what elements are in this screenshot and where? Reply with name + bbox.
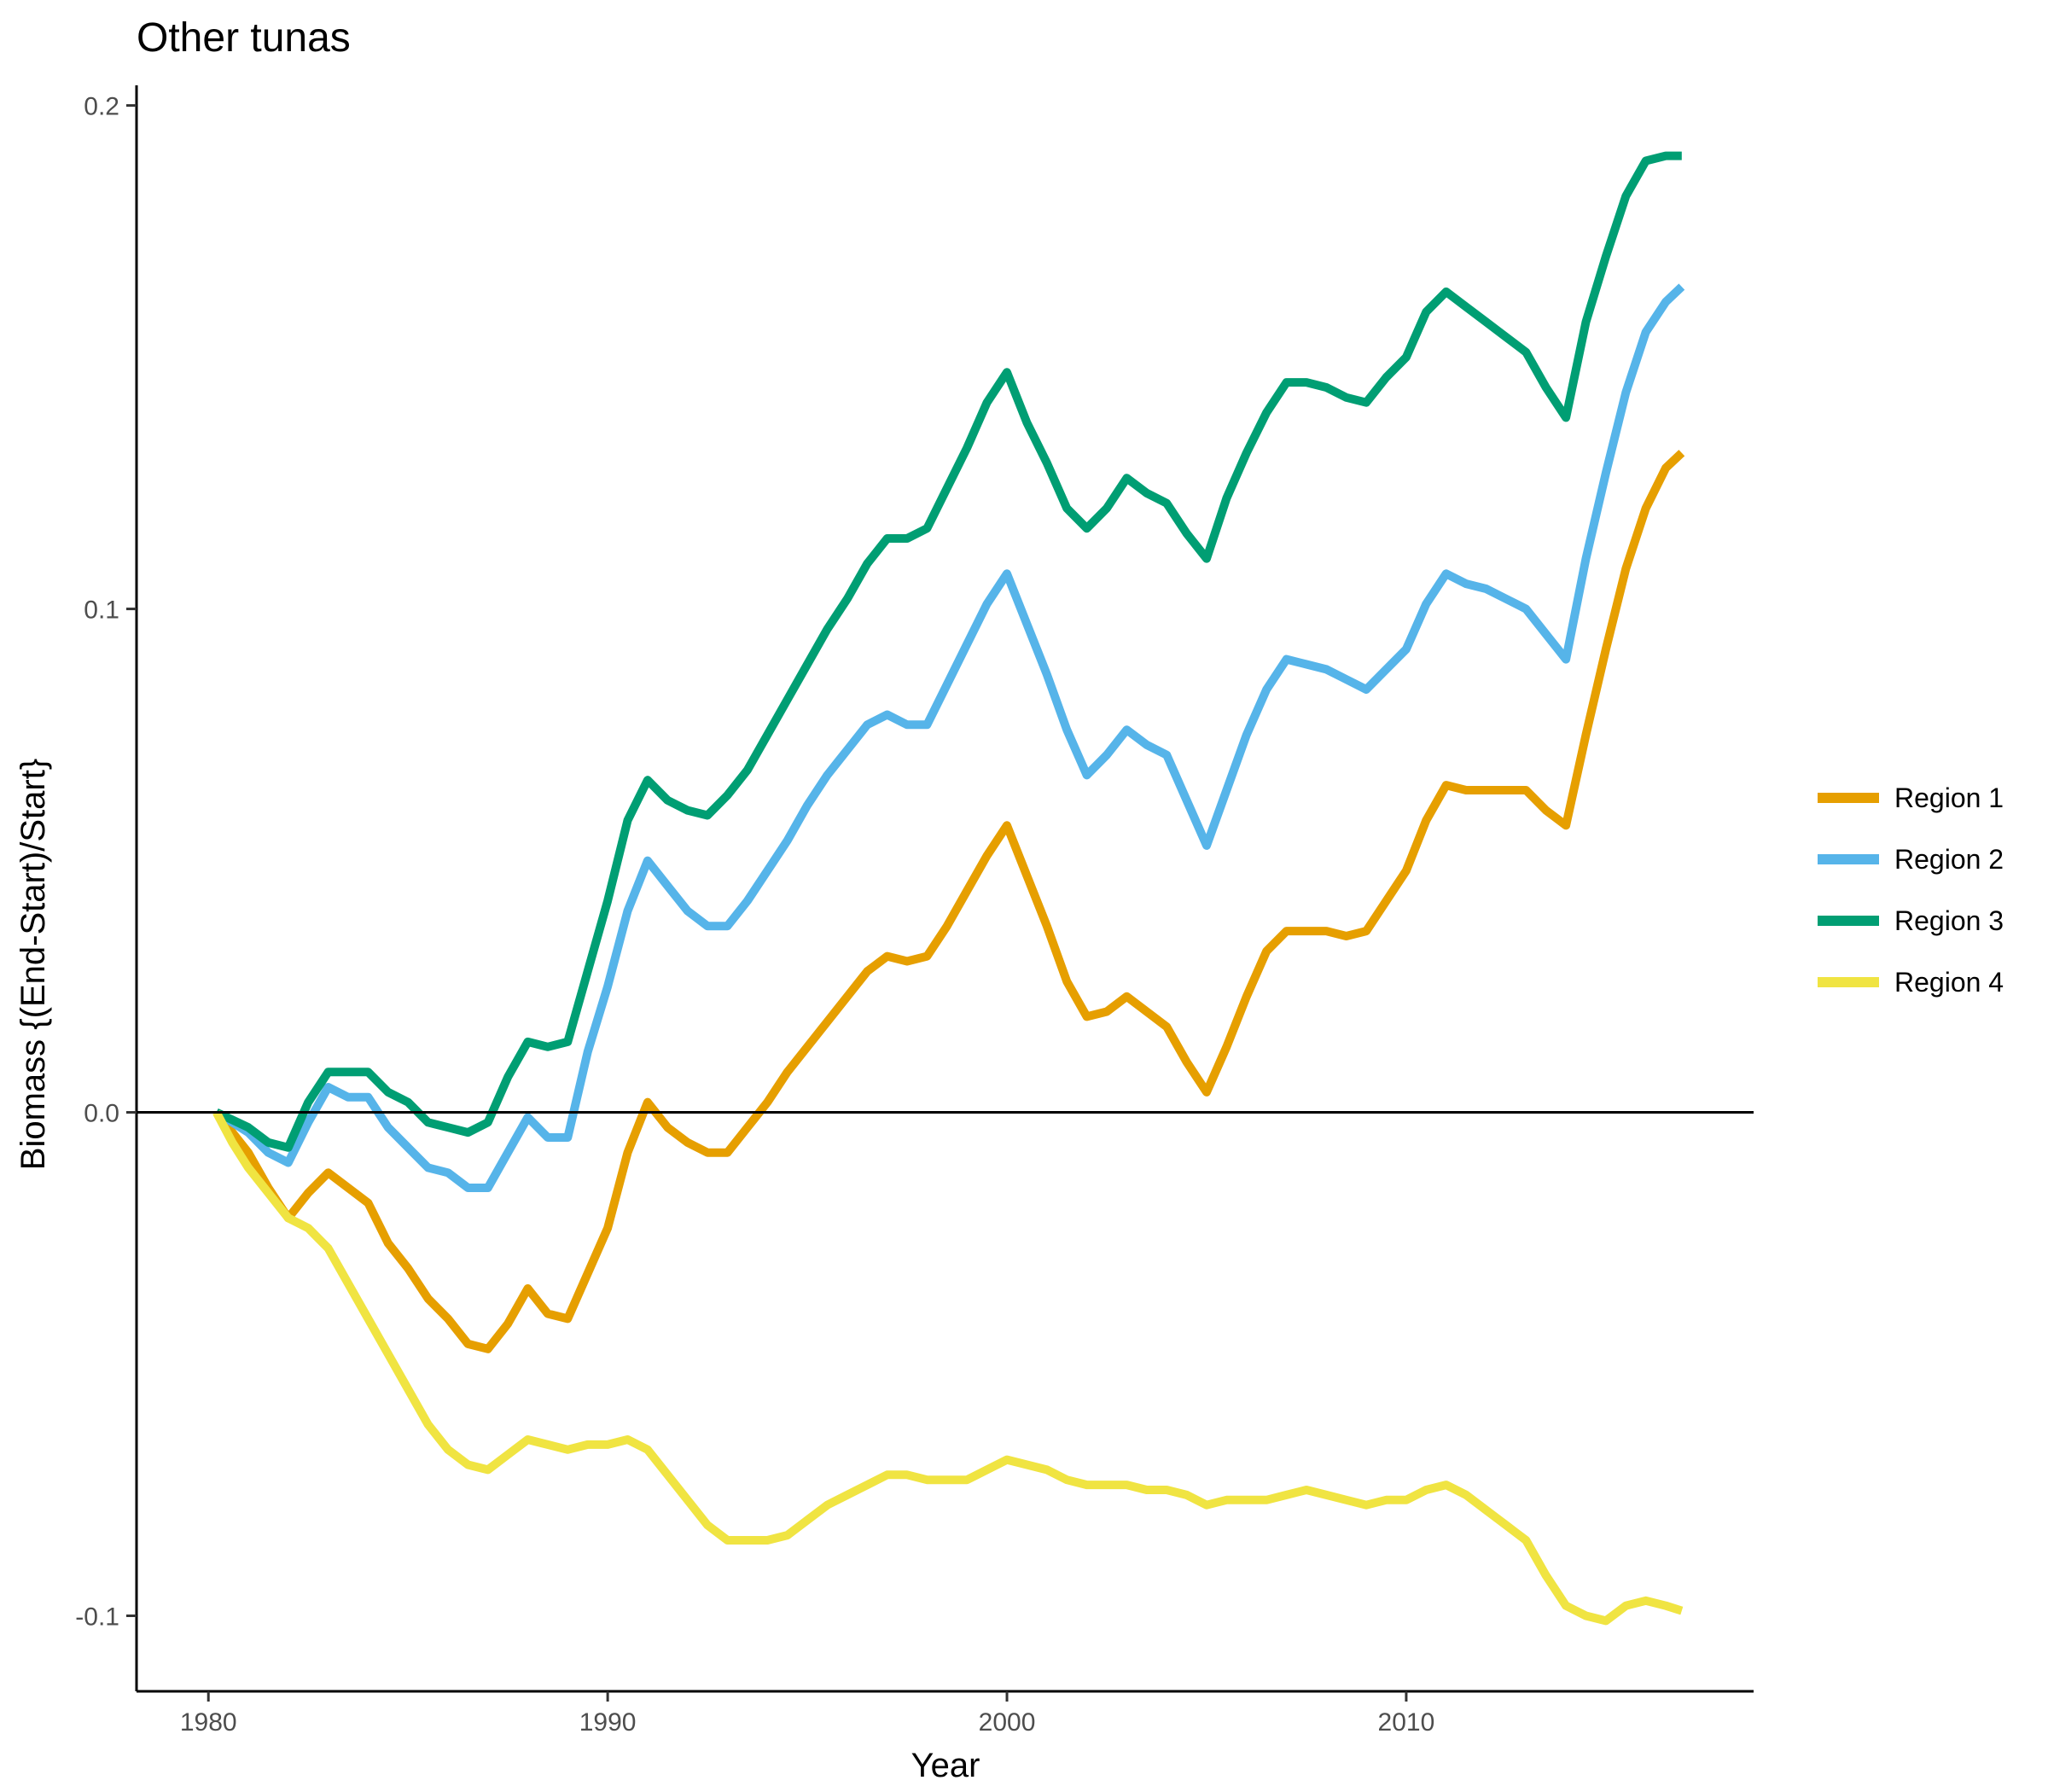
x-tick-label: 1990 <box>579 1708 637 1737</box>
x-axis-ticks: 1980 1990 2000 2010 <box>180 1691 1434 1737</box>
x-tick-label: 2010 <box>1378 1708 1435 1737</box>
x-tick-label: 2000 <box>979 1708 1036 1737</box>
y-axis-title: Biomass {(End-Start)/Start} <box>15 759 52 1170</box>
y-tick-label: 0.0 <box>84 1100 119 1128</box>
y-tick-label: 0.1 <box>84 596 119 625</box>
chart-title: Other tunas <box>137 15 351 61</box>
legend: Region 1 Region 2 Region 3 Region 4 <box>1818 783 2004 998</box>
legend-label-region-2: Region 2 <box>1894 844 2004 875</box>
x-tick-label: 1980 <box>180 1708 237 1737</box>
x-axis-title: Year <box>911 1747 980 1784</box>
series-line-region-1 <box>212 450 1685 1353</box>
series-layer <box>212 151 1685 1626</box>
legend-label-region-4: Region 4 <box>1894 967 2004 998</box>
plot-area: 1980 1990 2000 2010 -0.1 0.0 0.1 0.2 <box>75 85 1754 1737</box>
legend-label-region-3: Region 3 <box>1894 905 2004 936</box>
legend-label-region-1: Region 1 <box>1894 783 2004 813</box>
y-tick-label: -0.1 <box>75 1603 119 1632</box>
series-line-region-2 <box>213 283 1685 1192</box>
y-tick-label: 0.2 <box>84 93 119 121</box>
series-line-region-4 <box>212 1110 1684 1626</box>
y-axis-ticks: -0.1 0.0 0.1 0.2 <box>75 93 137 1632</box>
series-line-region-3 <box>214 151 1682 1152</box>
